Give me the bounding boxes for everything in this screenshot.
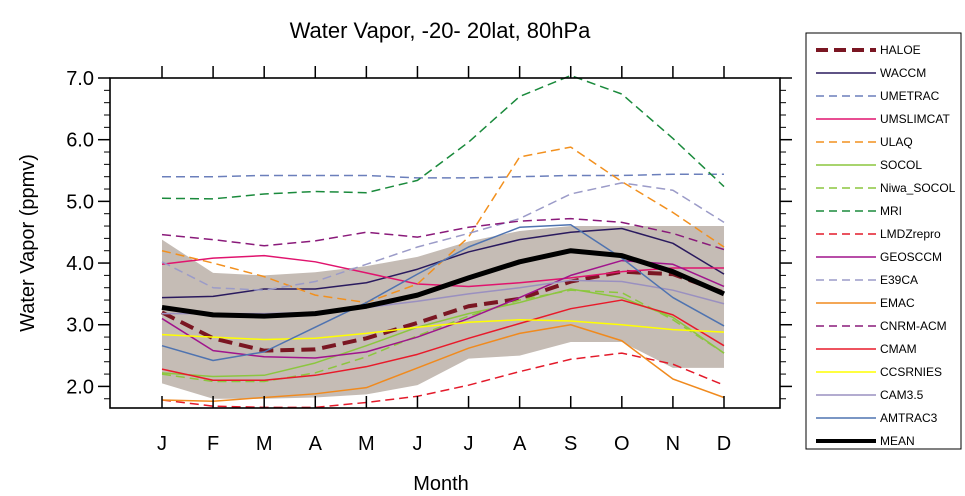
y-tick-label: 4.0 — [66, 253, 94, 275]
legend-label: MRI — [880, 204, 902, 218]
x-tick-label: M — [358, 433, 375, 455]
spread-band — [162, 226, 724, 399]
x-tick-label: J — [412, 433, 422, 455]
series-line-niwa-socol — [161, 289, 725, 383]
legend-label: Niwa_SOCOL — [880, 181, 956, 195]
series-line-cnrm-acm — [161, 217, 725, 251]
series-lines — [161, 74, 725, 409]
plot-border — [109, 77, 781, 409]
x-tick-label: N — [666, 433, 680, 455]
series-line-mri — [161, 74, 725, 200]
x-axis-label: Month — [413, 473, 469, 495]
legend-label: AMTRAC3 — [880, 411, 938, 425]
legend-label: WACCM — [880, 66, 926, 80]
legend: HALOE WACCM UMETRAC UMSLIMCAT ULAQ SOCOL Niwa_… — [805, 32, 962, 450]
model-spread-band — [162, 226, 724, 399]
x-tick-label: A — [309, 433, 323, 455]
x-tick-label: A — [513, 433, 527, 455]
y-axis-label: Water Vapor (ppmv) — [17, 154, 39, 332]
x-tick-label: F — [207, 433, 219, 455]
x-tick-label: S — [564, 433, 577, 455]
y-tick-label: 7.0 — [66, 68, 94, 90]
x-tick-label: J — [157, 433, 167, 455]
legend-label: HALOE — [880, 43, 921, 57]
y-tick-label: 6.0 — [66, 130, 94, 152]
x-tick-label: D — [717, 433, 731, 455]
x-tick-label: M — [256, 433, 273, 455]
legend-label: CAM3.5 — [880, 388, 924, 402]
legend-label: E39CA — [880, 273, 918, 287]
legend-label: MEAN — [880, 434, 915, 448]
legend-label: CCSRNIES — [880, 365, 942, 379]
series-line-geosccm — [161, 259, 725, 359]
series-line-cmam — [161, 299, 725, 381]
series-line-mean — [161, 248, 725, 319]
series-line-amtrac3 — [161, 224, 725, 362]
y-axis-ticks: 2.0 3.0 4.0 5.0 6.0 7.0 — [66, 68, 792, 400]
series-line-e39ca — [161, 182, 725, 291]
x-tick-label: O — [614, 433, 630, 455]
legend-label: UMSLIMCAT — [880, 112, 950, 126]
y-tick-label: 3.0 — [66, 315, 94, 337]
legend-label: LMDZrepro — [880, 227, 941, 241]
legend-label: CNRM-ACM — [880, 319, 947, 333]
legend-label: ULAQ — [880, 135, 913, 149]
series-line-haloe — [161, 269, 725, 353]
series-line-lmdzrepro — [161, 352, 725, 409]
legend-label: SOCOL — [880, 158, 922, 172]
plot-frame — [109, 77, 781, 409]
legend-label: UMETRAC — [880, 89, 940, 103]
y-tick-label: 5.0 — [66, 191, 94, 213]
y-tick-label: 2.0 — [66, 376, 94, 398]
series-line-emac — [161, 323, 725, 402]
series-line-socol — [161, 288, 725, 378]
x-tick-label: J — [464, 433, 474, 455]
chart-title: Water Vapor, -20- 20lat, 80hPa — [290, 18, 592, 43]
series-line-ccsrnies — [161, 319, 725, 341]
legend-label: CMAM — [880, 342, 917, 356]
legend-box — [805, 32, 962, 450]
series-line-umetrac — [162, 173, 724, 179]
legend-label: GEOSCCM — [880, 250, 942, 264]
legend-label: EMAC — [880, 296, 915, 310]
